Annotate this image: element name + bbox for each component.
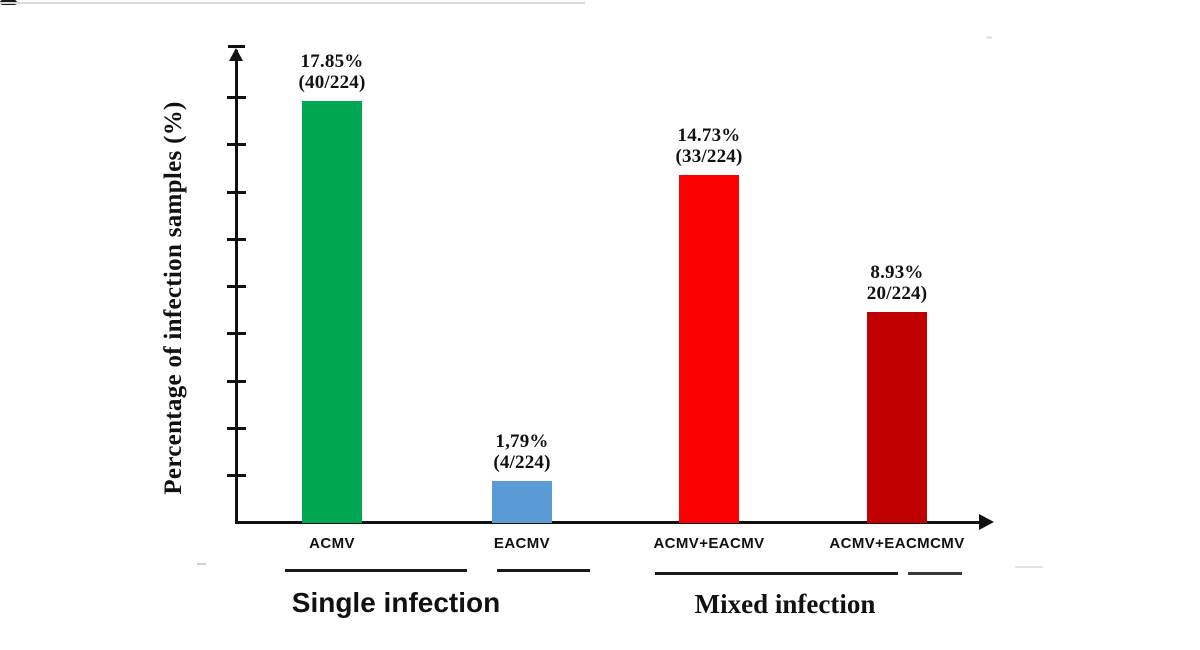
count-text: (33/224) xyxy=(675,145,743,167)
y-axis-tick xyxy=(227,426,246,430)
value-label-EACMV: 1,79% (4/224) xyxy=(493,431,550,473)
y-axis-arrowhead-icon xyxy=(229,48,243,61)
x-axis-arrowhead-icon xyxy=(979,514,994,530)
scan-artifact-dash-left xyxy=(197,563,206,565)
single-infection-underline-right xyxy=(497,569,590,572)
mixed-infection-underline-extra xyxy=(908,572,962,575)
value-label-ACMV+EACMCMV: 8.93% 20/224) xyxy=(867,262,928,304)
mixed-infection-underline xyxy=(655,572,898,575)
bar-ACMV+EACMV xyxy=(679,174,739,523)
scan-artifact-speck xyxy=(986,36,992,39)
bar-EACMV xyxy=(492,480,552,523)
y-axis-title: Percentage of infection samples (%) xyxy=(160,101,187,495)
y-axis-tick xyxy=(227,474,246,478)
percent-text: 17.85% xyxy=(300,51,364,73)
scan-artifact-top-line xyxy=(0,2,585,4)
percent-text: 8.93% xyxy=(870,261,924,283)
value-label-ACMV+EACMV: 14.73% (33/224) xyxy=(675,125,742,167)
category-label-ACMV: ACMV xyxy=(309,535,355,552)
category-label-ACMV+EACMV: ACMV+EACMV xyxy=(653,535,765,552)
y-axis-tick xyxy=(227,237,246,241)
percent-text: 1,79% xyxy=(495,430,549,452)
count-text: 20/224) xyxy=(866,282,928,304)
x-axis-line xyxy=(235,521,983,524)
group-label-single-infection: Single infection xyxy=(291,587,501,618)
percent-text: 14.73% xyxy=(677,124,741,146)
bar-ACMV xyxy=(302,101,362,523)
y-axis-tick xyxy=(227,143,246,147)
group-label-mixed-infection: Mixed infection xyxy=(694,589,876,619)
y-axis-tick xyxy=(227,96,246,99)
y-axis-arrow-cap xyxy=(228,45,245,48)
count-text: (40/224) xyxy=(298,72,366,94)
y-axis-tick xyxy=(227,379,246,383)
category-label-ACMV+EACMCMV: ACMV+EACMCMV xyxy=(829,535,965,552)
value-label-ACMV: 17.85% (40/224) xyxy=(298,51,365,93)
category-label-EACMV: EACMV xyxy=(493,535,551,552)
y-axis-tick xyxy=(227,285,246,289)
single-infection-underline-left xyxy=(285,569,467,572)
y-axis-tick xyxy=(227,332,246,336)
bar-ACMV+EACMCMV xyxy=(867,311,927,523)
scan-artifact-dash-right xyxy=(1015,566,1043,568)
y-axis-tick xyxy=(227,190,246,194)
count-text: (4/224) xyxy=(493,451,551,473)
